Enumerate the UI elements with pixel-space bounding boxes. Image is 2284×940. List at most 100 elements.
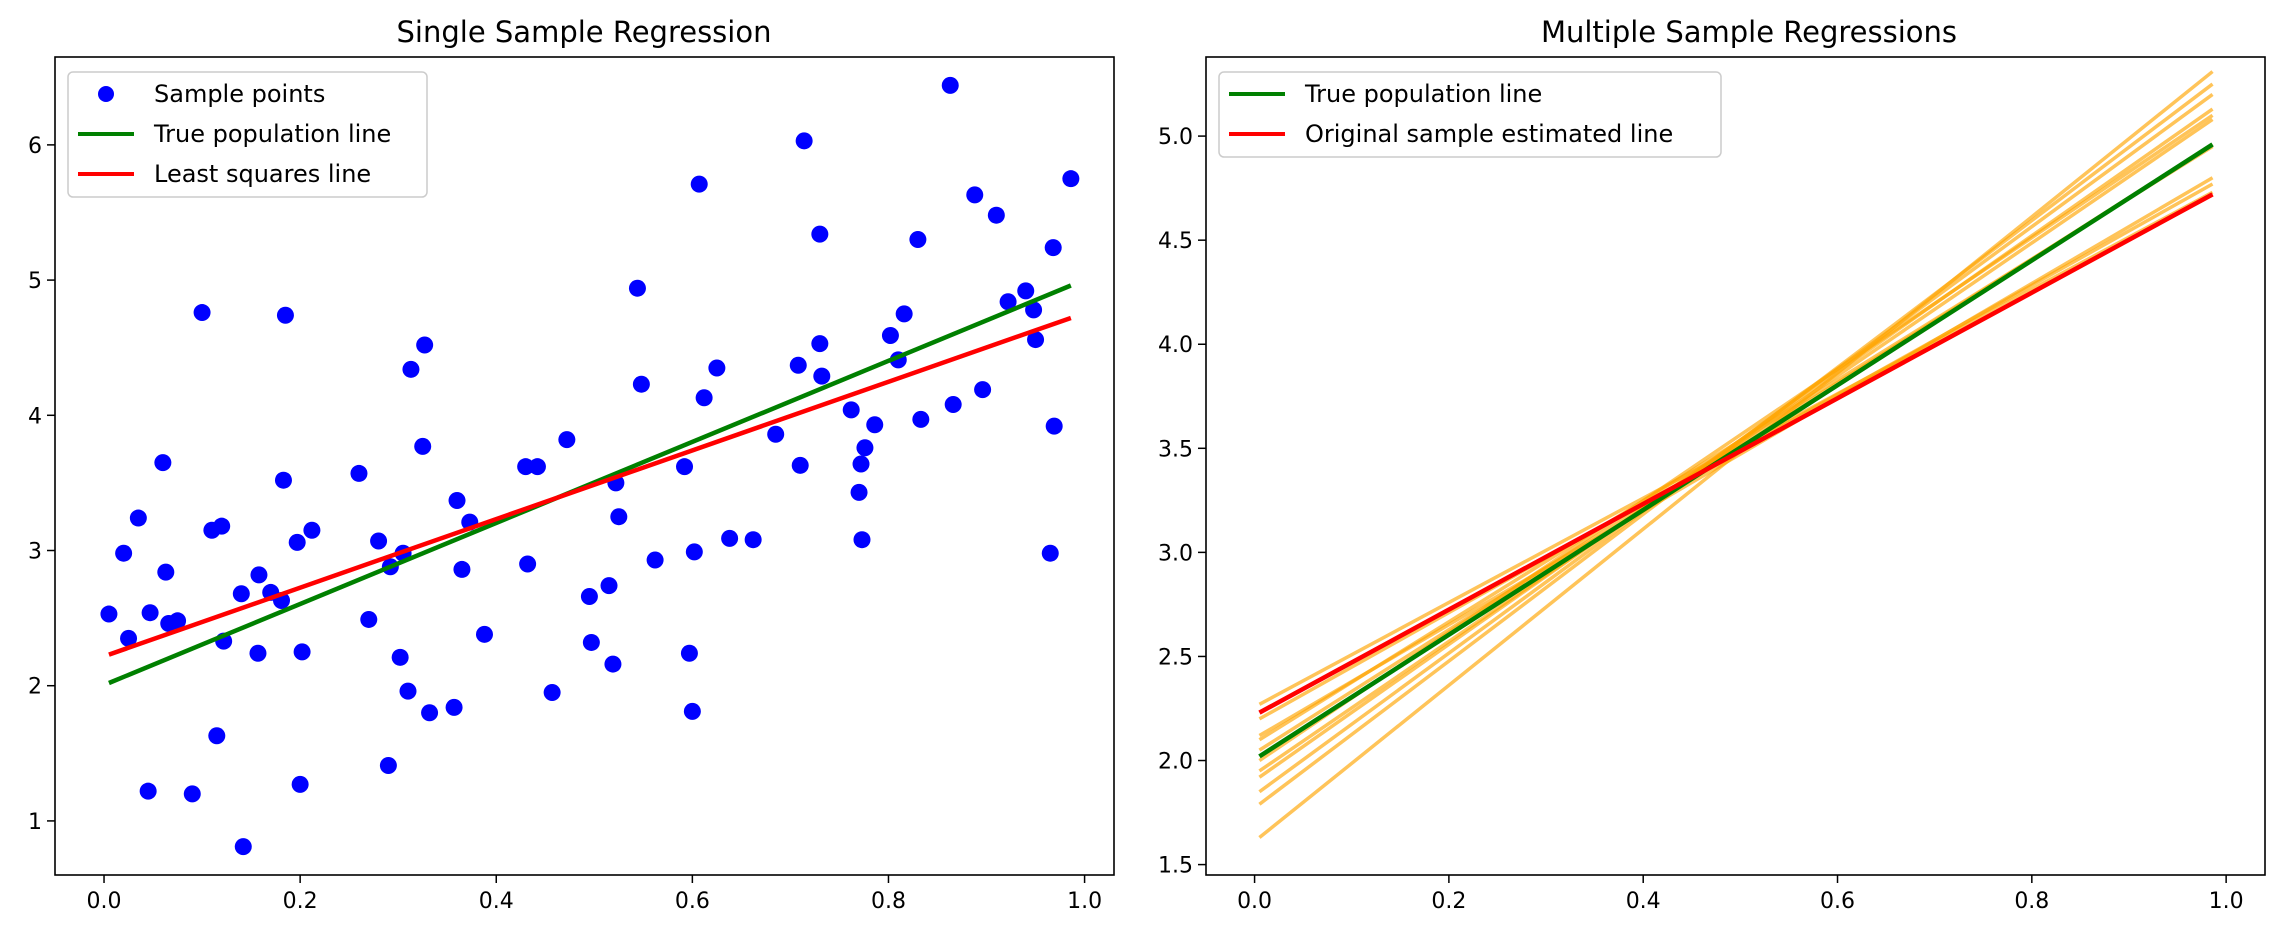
sample-point [517, 458, 535, 476]
y-tick-label: 3 [28, 540, 42, 565]
sample-point [139, 782, 157, 800]
sample-point [391, 648, 409, 666]
sample-point [912, 410, 930, 428]
sample-point [291, 775, 309, 793]
x-tick-label: 0.4 [1626, 889, 1661, 914]
legend-marker-sample-points [98, 86, 114, 102]
sample-point [1062, 170, 1080, 188]
sample-point [767, 425, 785, 443]
sample-regression-line [1258, 176, 2214, 738]
chart-multiple-samples: Multiple Sample Regressions 0.0 0.2 0.4 0.6… [1158, 15, 2266, 914]
x-tick-label: 0.4 [479, 889, 514, 914]
axes-frame [54, 56, 1115, 876]
sample-point [154, 454, 172, 472]
sample-point [610, 508, 628, 526]
legend-label-sample-points: Sample points [154, 80, 325, 108]
x-axis-ticks: 0.0 0.2 0.4 0.6 0.8 1.0 [87, 875, 1102, 914]
sample-point [183, 785, 201, 803]
sample-point [120, 629, 138, 647]
x-tick-label: 0.0 [1237, 889, 1272, 914]
sample-point [632, 375, 650, 393]
estimated-line [1258, 192, 2214, 715]
sample-point [974, 381, 992, 399]
y-tick-label: 1 [28, 810, 42, 835]
y-axis-ticks: 1.5 2.0 2.5 3.0 3.5 4.0 4.5 5.0 [1158, 125, 1206, 879]
legend-label-true-population-line: True population line [1304, 80, 1542, 108]
x-tick-label: 0.6 [675, 889, 710, 914]
x-tick-label: 0.8 [871, 889, 906, 914]
sample-point [852, 455, 870, 473]
y-tick-label: 5.0 [1158, 125, 1193, 150]
sample-point [580, 587, 598, 605]
sample-point [685, 543, 703, 561]
sample-point [208, 727, 226, 745]
legend-label-original-sample-line: Original sample estimated line [1305, 120, 1673, 148]
sample-point [543, 683, 561, 701]
sample-point [600, 577, 618, 595]
sample-point [676, 458, 694, 476]
sample-point [842, 401, 860, 419]
y-tick-label: 1.5 [1158, 854, 1193, 879]
legend-label-true-population-line: True population line [153, 120, 391, 148]
y-axis-ticks: 1 2 3 4 5 6 [28, 134, 55, 835]
y-tick-label: 3.5 [1158, 437, 1193, 462]
legend-box [1218, 71, 1722, 158]
sample-point [115, 544, 133, 562]
sample-point [941, 76, 959, 94]
sample-point [795, 132, 813, 150]
x-tick-label: 0.0 [87, 889, 122, 914]
chart-single-sample: Single Sample Regression 0.0 0.2 0.4 0.6 0.8… [28, 15, 1115, 914]
x-tick-label: 1.0 [2209, 889, 2244, 914]
sample-point [399, 682, 417, 700]
sample-point [250, 566, 268, 584]
sample-point [1041, 544, 1059, 562]
axes-frame [1205, 56, 2266, 876]
sample-point [1017, 282, 1035, 300]
sample-point [628, 279, 646, 297]
sample-point [303, 521, 321, 539]
sample-regression-line [1258, 117, 2214, 773]
sample-point [987, 206, 1005, 224]
sample-point [582, 633, 600, 651]
sample-point [721, 529, 739, 547]
sample-point [293, 643, 311, 661]
sample-point [895, 305, 913, 323]
sample-point [646, 551, 664, 569]
sample-point [811, 335, 829, 353]
sample-point [141, 604, 159, 622]
sample-point [453, 560, 471, 578]
sample-point [528, 458, 546, 476]
y-tick-label: 5 [28, 269, 42, 294]
y-tick-label: 4 [28, 404, 42, 429]
sample-point [350, 464, 368, 482]
x-axis-ticks: 0.0 0.2 0.4 0.6 0.8 1.0 [1237, 875, 2244, 914]
sample-point [791, 456, 809, 474]
sample-point [519, 555, 537, 573]
sample-point [414, 437, 432, 455]
sample-point [402, 360, 420, 378]
sample-point [1025, 301, 1043, 319]
estimated-line [108, 315, 1072, 657]
sample-point [789, 356, 807, 374]
sample-point [234, 838, 252, 856]
sample-point [213, 517, 231, 535]
chart-title: Single Sample Regression [397, 15, 772, 49]
y-tick-label: 6 [28, 134, 42, 159]
sample-point [850, 483, 868, 501]
sample-point [416, 336, 434, 354]
sample-point [157, 563, 175, 581]
plot-area [1258, 70, 2214, 839]
sample-point [683, 702, 701, 720]
x-tick-label: 0.2 [283, 889, 318, 914]
sample-point [1044, 239, 1062, 257]
sample-point [695, 389, 713, 407]
sample-point [853, 531, 871, 549]
sample-point [421, 704, 439, 722]
sample-point [999, 293, 1017, 311]
sample-point [445, 698, 463, 716]
sample-point [249, 644, 267, 662]
sample-point [129, 509, 147, 527]
sample-point [856, 439, 874, 457]
sample-point [744, 531, 762, 549]
